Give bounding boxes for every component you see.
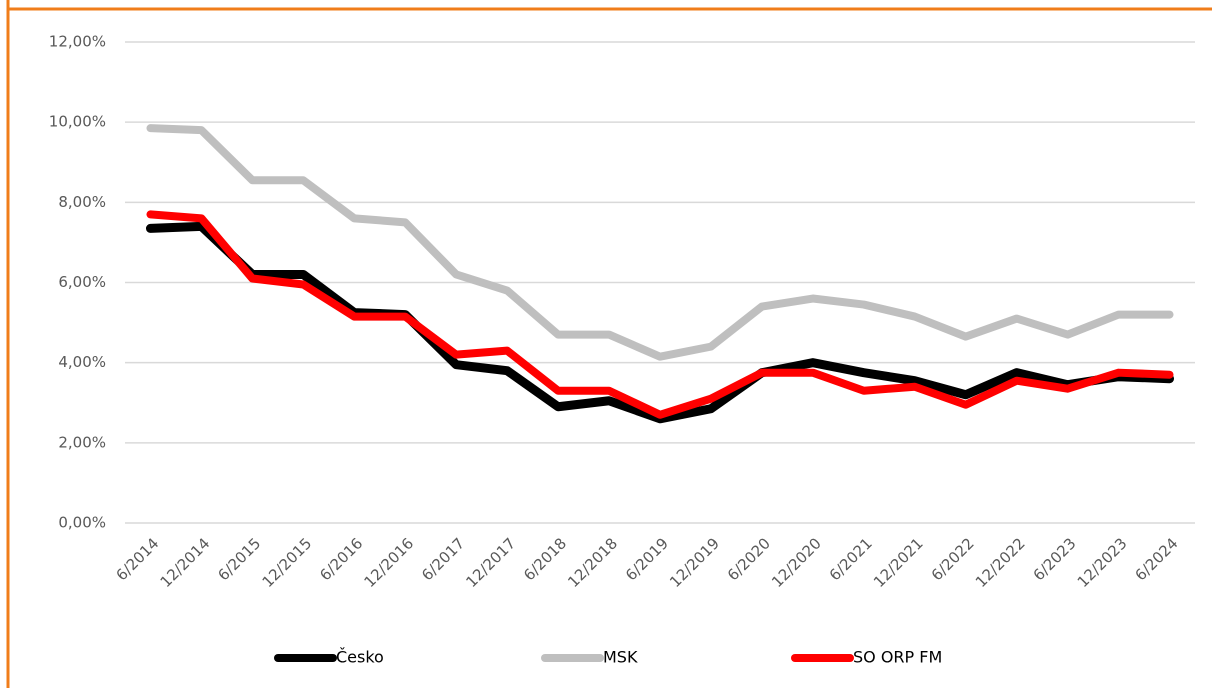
y-tick-label: 12,00% <box>49 33 106 51</box>
x-tick-label: 6/2023 <box>1030 534 1080 584</box>
legend-label: MSK <box>603 648 638 667</box>
x-tick-label: 6/2019 <box>622 534 672 584</box>
x-tick-label: 12/2015 <box>259 534 316 591</box>
y-tick-label: 4,00% <box>58 353 106 371</box>
x-tick-label: 6/2016 <box>316 534 366 584</box>
x-tick-label: 12/2014 <box>157 534 214 591</box>
legend: Česko MSK SO ORP FM <box>274 648 942 667</box>
x-tick-label: 12/2017 <box>462 534 519 591</box>
x-tick-label: 12/2019 <box>666 534 723 591</box>
legend-label: Česko <box>336 648 384 667</box>
y-tick-label: 2,00% <box>58 433 106 451</box>
x-tick-label: 12/2018 <box>564 534 621 591</box>
y-tick-label: 6,00% <box>58 273 106 291</box>
x-tick-label: 6/2024 <box>1131 534 1181 584</box>
legend-label: SO ORP FM <box>853 648 942 667</box>
x-tick-label: 6/2014 <box>112 534 162 584</box>
x-tick-label: 12/2021 <box>870 534 927 591</box>
x-tick-label: 6/2018 <box>520 534 570 584</box>
x-tick-label: 6/2017 <box>418 534 468 584</box>
x-tick-label: 12/2020 <box>768 534 825 591</box>
series-line <box>146 124 1174 361</box>
x-tick-label: 12/2016 <box>360 534 417 591</box>
x-tick-label: 12/2023 <box>1074 534 1131 591</box>
x-tick-label: 6/2020 <box>724 534 774 584</box>
x-tick-label: 6/2021 <box>826 534 876 584</box>
x-tick-label: 6/2015 <box>214 534 264 584</box>
x-tick-label: 12/2022 <box>972 534 1029 591</box>
y-tick-label: 8,00% <box>58 193 106 211</box>
x-tick-label: 6/2022 <box>928 534 978 584</box>
y-tick-label: 10,00% <box>49 113 106 131</box>
series-line <box>145 221 1175 424</box>
series-line <box>146 210 1174 419</box>
y-tick-label: 0,00% <box>58 514 106 532</box>
